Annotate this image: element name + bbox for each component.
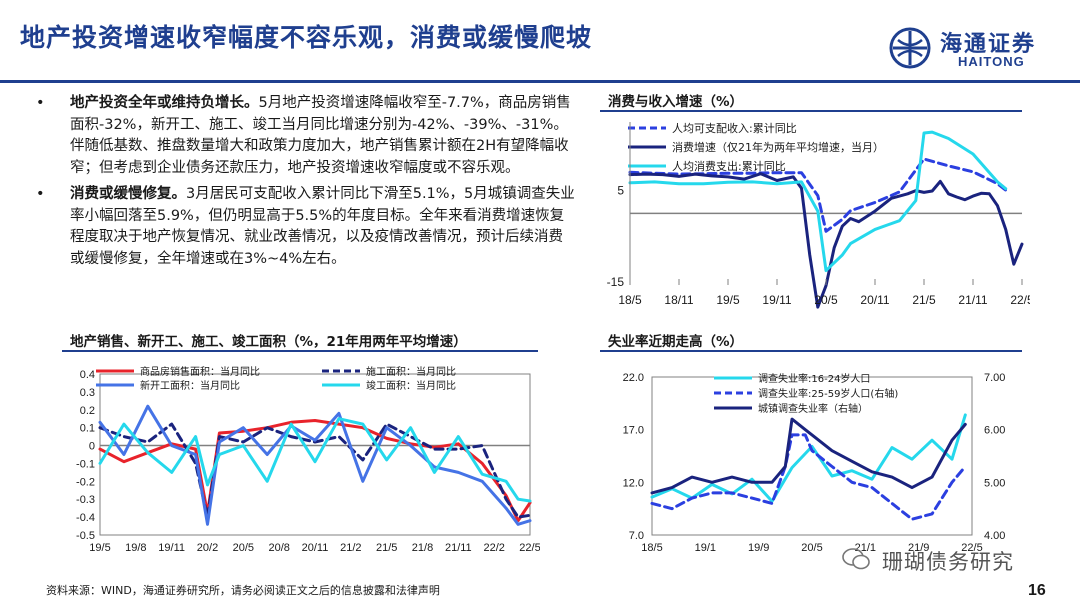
watermark-text: 珊瑚债务研究: [882, 550, 1014, 574]
x-tick-label: 21/5: [912, 293, 936, 307]
series-line: [98, 404, 532, 526]
x-tick-label: 20/5: [233, 542, 254, 554]
y-left-tick-label: 22.0: [623, 372, 644, 384]
x-tick-label: 20/8: [268, 542, 289, 554]
y-tick-label: 5: [617, 184, 624, 198]
legend-label: 城镇调查失业率（右轴）: [758, 402, 868, 415]
x-tick-label: 22/5: [519, 542, 540, 554]
chat-bubble-icon: [842, 548, 870, 570]
y-tick-label: 0: [89, 441, 95, 453]
bullet-list: • 地产投资全年或维持负增长。5月地产投资增速降幅收窄至-7.7%，商品房销售面…: [30, 93, 575, 275]
legend-label: 竣工面积：当月同比: [366, 379, 456, 392]
bullet-lead: 消费或缓慢修复。: [70, 186, 186, 202]
y-tick-label: -0.2: [76, 476, 95, 488]
series-line: [650, 413, 967, 503]
x-tick-label: 20/11: [302, 542, 329, 554]
x-tick-label: 21/8: [412, 542, 433, 554]
source-note: 资料来源：WIND，海通证券研究所，请务必阅读正文之后的信息披露和法律声明: [46, 584, 440, 597]
y-tick-label: 0.1: [80, 423, 95, 435]
y-tick-label: -0.4: [76, 512, 95, 524]
title-divider: [0, 80, 1080, 83]
y-right-tick-label: 4.00: [984, 530, 1005, 542]
x-tick-label: 20/11: [860, 293, 889, 307]
series-line: [628, 172, 1024, 309]
chart-title-consumption: 消费与收入增速（%）: [608, 94, 744, 110]
x-tick-label: 18/5: [618, 293, 642, 307]
y-tick-label: 0.4: [80, 369, 95, 381]
x-tick-label: 19/5: [716, 293, 740, 307]
x-tick-label: 20/5: [801, 542, 822, 554]
x-tick-label: 19/11: [762, 293, 791, 307]
chart-title-divider: [62, 350, 538, 352]
bullet-item: • 消费或缓慢修复。3月居民可支配收入累计同比下滑至5.1%，5月城镇调查失业率…: [30, 184, 575, 270]
x-tick-label: 18/5: [641, 542, 662, 554]
chart-title-divider: [600, 110, 1022, 112]
logo-chinese-name: 海通证券: [940, 31, 1037, 57]
bullet-lead: 地产投资全年或维持负增长。: [70, 95, 259, 111]
y-left-tick-label: 12.0: [623, 477, 644, 489]
chart-title-unemployment: 失业率近期走高（%）: [608, 334, 744, 350]
y-left-tick-label: 17.0: [623, 425, 644, 437]
y-tick-label: -0.5: [76, 530, 95, 542]
x-tick-label: 20/2: [197, 542, 218, 554]
page-number: 16: [1028, 582, 1046, 599]
legend-label: 人均可支配收入:累计同比: [672, 121, 797, 135]
y-right-tick-label: 6.00: [984, 425, 1005, 437]
y-left-tick-label: 7.0: [629, 530, 644, 542]
x-tick-label: 21/11: [958, 293, 987, 307]
y-right-tick-label: 7.00: [984, 372, 1005, 384]
x-tick-label: 21/2: [340, 542, 361, 554]
y-tick-label: 0.2: [80, 405, 95, 417]
x-tick-label: 19/8: [125, 542, 146, 554]
slide-title: 地产投资增速收窄幅度不容乐观，消费或缓慢爬坡: [20, 23, 593, 52]
x-tick-label: 19/5: [89, 542, 110, 554]
x-tick-label: 21/5: [376, 542, 397, 554]
x-tick-label: 22/5: [1010, 293, 1030, 307]
series-line: [650, 417, 967, 495]
legend-label: 人均消费支出:累计同比: [672, 159, 786, 173]
x-tick-label: 22/5: [961, 542, 982, 554]
logo-english-name: HAITONG: [958, 54, 1025, 69]
legend-label: 调查失业率:25-59岁人口(右轴): [758, 387, 898, 400]
bullet-body: 5月地产投资增速降幅收窄至-7.7%，商品房销售面积-32%，新开工、施工、竣工…: [70, 95, 571, 176]
bullet-dot-icon: •: [36, 186, 45, 202]
haitong-logo: 海通证券 HAITONG: [888, 26, 1063, 72]
y-tick-label: -15: [607, 275, 625, 289]
y-right-tick-label: 5.00: [984, 477, 1005, 489]
series-line: [98, 419, 532, 523]
bullet-body: 3月居民可支配收入累计同比下滑至5.1%，5月城镇调查失业率小幅回落至5.9%，…: [70, 186, 575, 267]
y-tick-label: -0.1: [76, 458, 95, 470]
series-line: [650, 433, 967, 521]
x-tick-label: 19/11: [158, 542, 185, 554]
series-line: [98, 422, 532, 519]
bullet-item: • 地产投资全年或维持负增长。5月地产投资增速降幅收窄至-7.7%，商品房销售面…: [30, 93, 575, 179]
x-tick-label: 22/2: [483, 542, 504, 554]
haitong-emblem-icon: [889, 27, 931, 69]
legend-label: 消费增速（仅21年为两年平均增速，当月）: [672, 140, 884, 154]
x-tick-label: 19/9: [748, 542, 769, 554]
legend-label: 商品房销售面积：当月同比: [140, 365, 260, 378]
series-line: [628, 130, 1008, 273]
legend-label: 施工面积：当月同比: [366, 365, 456, 378]
plot-frame: [651, 376, 973, 536]
chart-title-divider: [600, 350, 1022, 352]
x-tick-label: 21/9: [908, 542, 929, 554]
watermark: 珊瑚债务研究: [832, 542, 1032, 578]
x-tick-label: 18/11: [664, 293, 693, 307]
plot-frame: [99, 373, 531, 536]
legend-label: 调查失业率:16-24岁人口: [758, 372, 870, 385]
x-tick-label: 21/11: [445, 542, 472, 554]
y-tick-label: -0.3: [76, 494, 95, 506]
chart-title-property: 地产销售、新开工、施工、竣工面积（%，21年用两年平均增速）: [70, 334, 467, 350]
x-tick-label: 19/1: [695, 542, 716, 554]
x-tick-label: 20/5: [814, 293, 838, 307]
bullet-dot-icon: •: [36, 95, 45, 111]
series-line: [98, 417, 532, 503]
legend-label: 新开工面积：当月同比: [140, 379, 240, 392]
y-tick-label: 0.3: [80, 387, 95, 399]
